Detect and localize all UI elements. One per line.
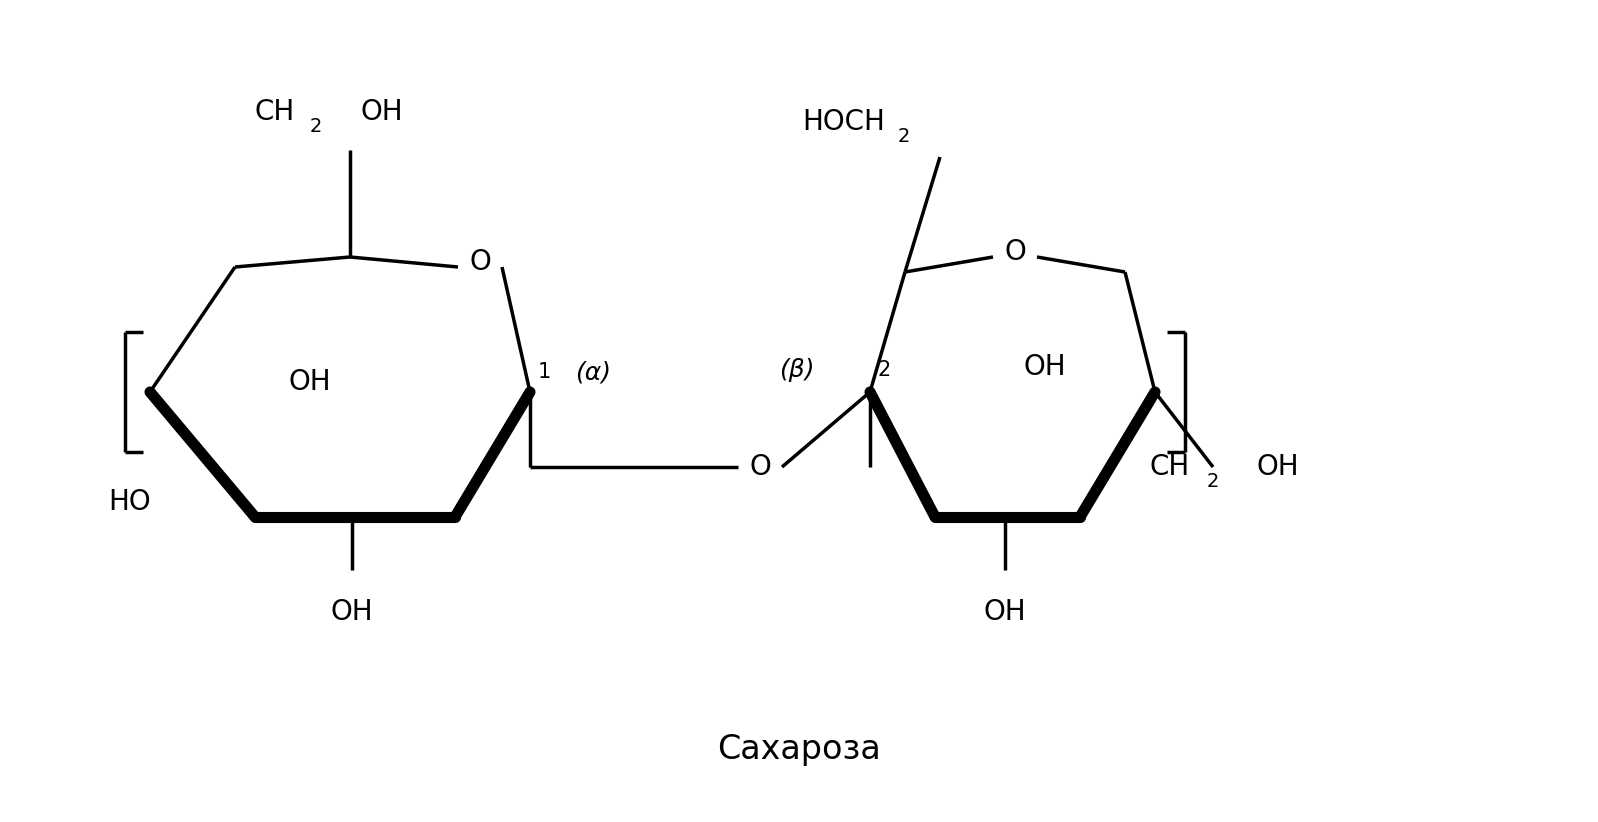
Text: OH: OH	[360, 98, 403, 126]
Text: (α): (α)	[575, 360, 610, 384]
Text: (β): (β)	[780, 358, 815, 382]
Text: HOCH: HOCH	[802, 108, 885, 136]
Text: 2: 2	[310, 117, 323, 136]
Text: OH: OH	[289, 368, 331, 396]
Text: OH: OH	[331, 598, 374, 626]
Text: O: O	[1004, 238, 1026, 266]
Text: OH: OH	[984, 598, 1026, 626]
Text: CH: CH	[254, 98, 296, 126]
Text: O: O	[470, 248, 491, 276]
Text: 1: 1	[539, 362, 551, 382]
Text: OH: OH	[1024, 353, 1066, 381]
Text: HO: HO	[109, 488, 152, 516]
Text: OH: OH	[1258, 453, 1299, 481]
Text: 2: 2	[1206, 472, 1219, 491]
Text: 2: 2	[898, 127, 911, 145]
Text: CH: CH	[1149, 453, 1191, 481]
Text: Сахароза: Сахароза	[718, 733, 880, 766]
Text: 2: 2	[877, 360, 892, 380]
Text: O: O	[749, 453, 770, 481]
